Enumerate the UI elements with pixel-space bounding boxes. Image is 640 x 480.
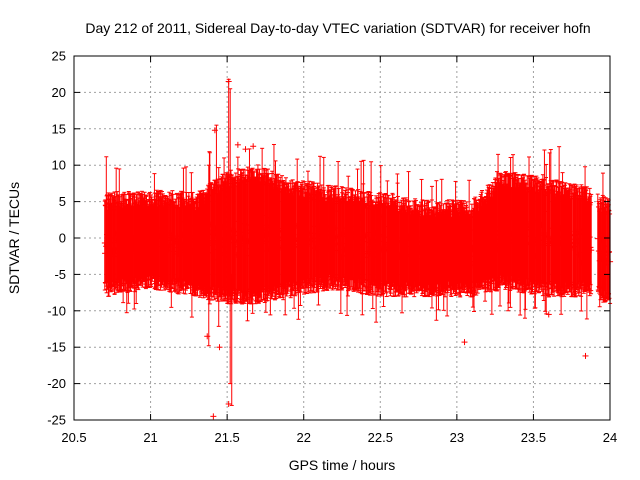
data-series [101,78,614,420]
chart-title: Day 212 of 2011, Sidereal Day-to-day VTE… [85,20,590,36]
